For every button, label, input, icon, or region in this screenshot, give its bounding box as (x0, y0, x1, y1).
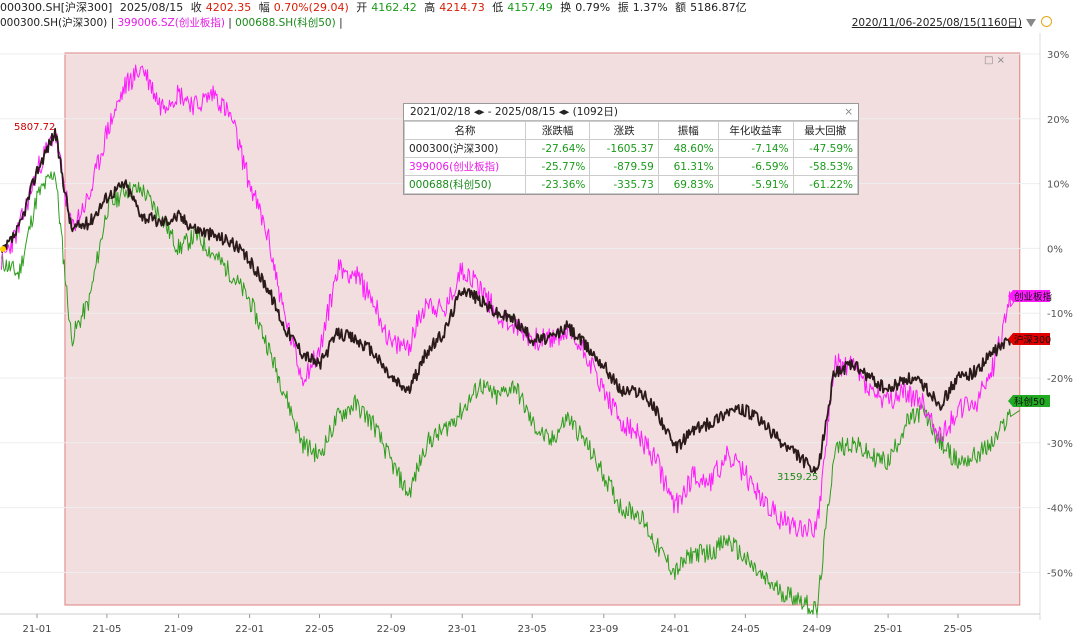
end-tag-s2 (1008, 290, 1050, 302)
stats-header-row: 名称 涨跌幅 涨跌 振幅 年化收益率 最大回撤 (404, 121, 859, 140)
y-tick-label: 10% (1047, 180, 1069, 191)
end-tag-s2-label: 创业板指 (1014, 291, 1053, 303)
cell: -879.59 (589, 157, 659, 176)
series-line-s1 (0, 127, 1020, 474)
x-tick-label: 24-09 (802, 624, 831, 635)
open-value: 4162.42 (371, 1, 417, 14)
legend-sep: | (228, 17, 232, 29)
window-controls[interactable]: □ × (984, 55, 1006, 66)
cell: -23.36% (524, 175, 591, 194)
quote-bar: 000300.SH[沪深300] 2025/08/15 收 4202.35 幅 0.… (0, 0, 1080, 15)
legend-s1[interactable]: 000300.SH(沪深300) (0, 17, 108, 29)
cell: -61.22% (792, 175, 859, 194)
cell: -25.77% (524, 157, 591, 176)
date-range-selector[interactable]: 2020/11/06-2025/08/15(1160日) (851, 17, 1022, 29)
x-tick-label: 25-05 (943, 624, 972, 635)
symbol-label[interactable]: 000300.SH[沪深300] (0, 1, 113, 14)
series-line-s3 (1, 171, 1020, 616)
min-annotation: 3159.25 (777, 472, 818, 483)
x-tick-label: 21-09 (164, 624, 193, 635)
x-tick-label: 22-01 (235, 624, 264, 635)
amount-label: 额 (675, 1, 687, 14)
x-tick-label: 22-09 (377, 624, 406, 635)
change-value: 0.70%(29.04) (273, 1, 349, 14)
change-label: 幅 (258, 1, 270, 14)
y-tick-label: -10% (1047, 309, 1073, 320)
end-tag-s3 (1008, 395, 1050, 407)
bulb-icon[interactable] (1041, 16, 1052, 27)
open-label: 开 (356, 1, 368, 14)
stats-table: 名称 涨跌幅 涨跌 振幅 年化收益率 最大回撤 000300(沪深300) -2… (404, 121, 859, 194)
stats-title[interactable]: 2021/02/18 ◂▸ - 2025/08/15 ◂▸ (1092日) (410, 106, 619, 118)
start-marker (0, 246, 6, 252)
cell: -7.14% (717, 139, 794, 158)
turnover-value: 0.79% (575, 1, 611, 14)
col-header: 名称 (404, 121, 526, 140)
low-value: 4157.49 (507, 1, 553, 14)
close-value: 4202.35 (205, 1, 252, 14)
legend-s3[interactable]: 000688.SH(科创50) (235, 17, 336, 29)
low-label: 低 (492, 1, 504, 14)
y-tick-label: -20% (1047, 374, 1073, 385)
cell: 48.60% (657, 139, 719, 158)
y-tick-label: -40% (1047, 504, 1073, 515)
close-icon[interactable]: × (844, 106, 853, 118)
cell: -5.91% (717, 175, 794, 194)
x-tick-label: 22-05 (305, 624, 334, 635)
table-row[interactable]: 000300(沪深300) -27.64% -1605.37 48.60% -7… (404, 139, 859, 158)
cell: -47.59% (792, 139, 859, 158)
x-tick-label: 25-01 (874, 624, 903, 635)
col-header: 振幅 (657, 121, 719, 140)
interval-stats-panel: 2021/02/18 ◂▸ - 2025/08/15 ◂▸ (1092日) × … (403, 103, 859, 195)
row-name: 000300(沪深300) (404, 139, 526, 158)
cell: -58.53% (792, 157, 859, 176)
amplitude-label: 振 (617, 1, 629, 14)
x-tick-label: 24-05 (731, 624, 760, 635)
legend-sep: | (110, 17, 115, 29)
x-tick-label: 23-05 (518, 624, 547, 635)
max-annotation: 5807.72 (14, 122, 55, 133)
dropdown-icon[interactable] (1026, 19, 1036, 27)
col-header: 涨跌幅 (524, 121, 591, 140)
turnover-label: 换 (560, 1, 572, 14)
cell: -335.73 (589, 175, 659, 194)
y-tick-label: 20% (1047, 115, 1069, 126)
x-tick-label: 21-05 (92, 624, 121, 635)
x-tick-label: 23-09 (589, 624, 618, 635)
y-tick-label: -50% (1047, 568, 1073, 579)
row-name: 000688(科创50) (404, 175, 526, 194)
x-tick-label: 23-01 (448, 624, 477, 635)
row-name: 399006(创业板指) (404, 157, 526, 176)
col-header: 最大回撤 (792, 121, 859, 140)
high-value: 4214.73 (439, 1, 485, 14)
y-tick-label: 30% (1047, 50, 1069, 61)
y-tick-label: 0% (1047, 244, 1063, 255)
amplitude-value: 1.37% (632, 1, 668, 14)
x-tick-label: 21-01 (22, 624, 51, 635)
table-row[interactable]: 399006(创业板指) -25.77% -879.59 61.31% -6.5… (404, 157, 859, 176)
legend-s2[interactable]: 399006.SZ(创业板指) (117, 17, 225, 29)
cell: -6.59% (717, 157, 794, 176)
close-label: 收 (190, 1, 202, 14)
cell: 69.83% (657, 175, 719, 194)
cell: -1605.37 (589, 139, 659, 158)
table-row[interactable]: 000688(科创50) -23.36% -335.73 69.83% -5.9… (404, 175, 859, 194)
x-tick-label: 24-01 (660, 624, 689, 635)
series-legend: 000300.SH(沪深300) | 399006.SZ(创业板指) | 000… (0, 16, 343, 30)
cell: 61.31% (657, 157, 719, 176)
date-label: 2025/08/15 (119, 1, 184, 14)
high-label: 高 (424, 1, 436, 14)
end-tag-s3-label: 科创50 (1014, 396, 1045, 408)
amount-value: 5186.87亿 (690, 1, 747, 14)
y-tick-label: -30% (1047, 439, 1073, 450)
col-header: 涨跌 (589, 121, 659, 140)
end-tag-s1 (1008, 333, 1050, 345)
col-header: 年化收益率 (717, 121, 794, 140)
legend-sep: | (339, 17, 343, 29)
end-tag-s1-label: 沪深300 (1014, 334, 1051, 346)
cell: -27.64% (524, 139, 591, 158)
